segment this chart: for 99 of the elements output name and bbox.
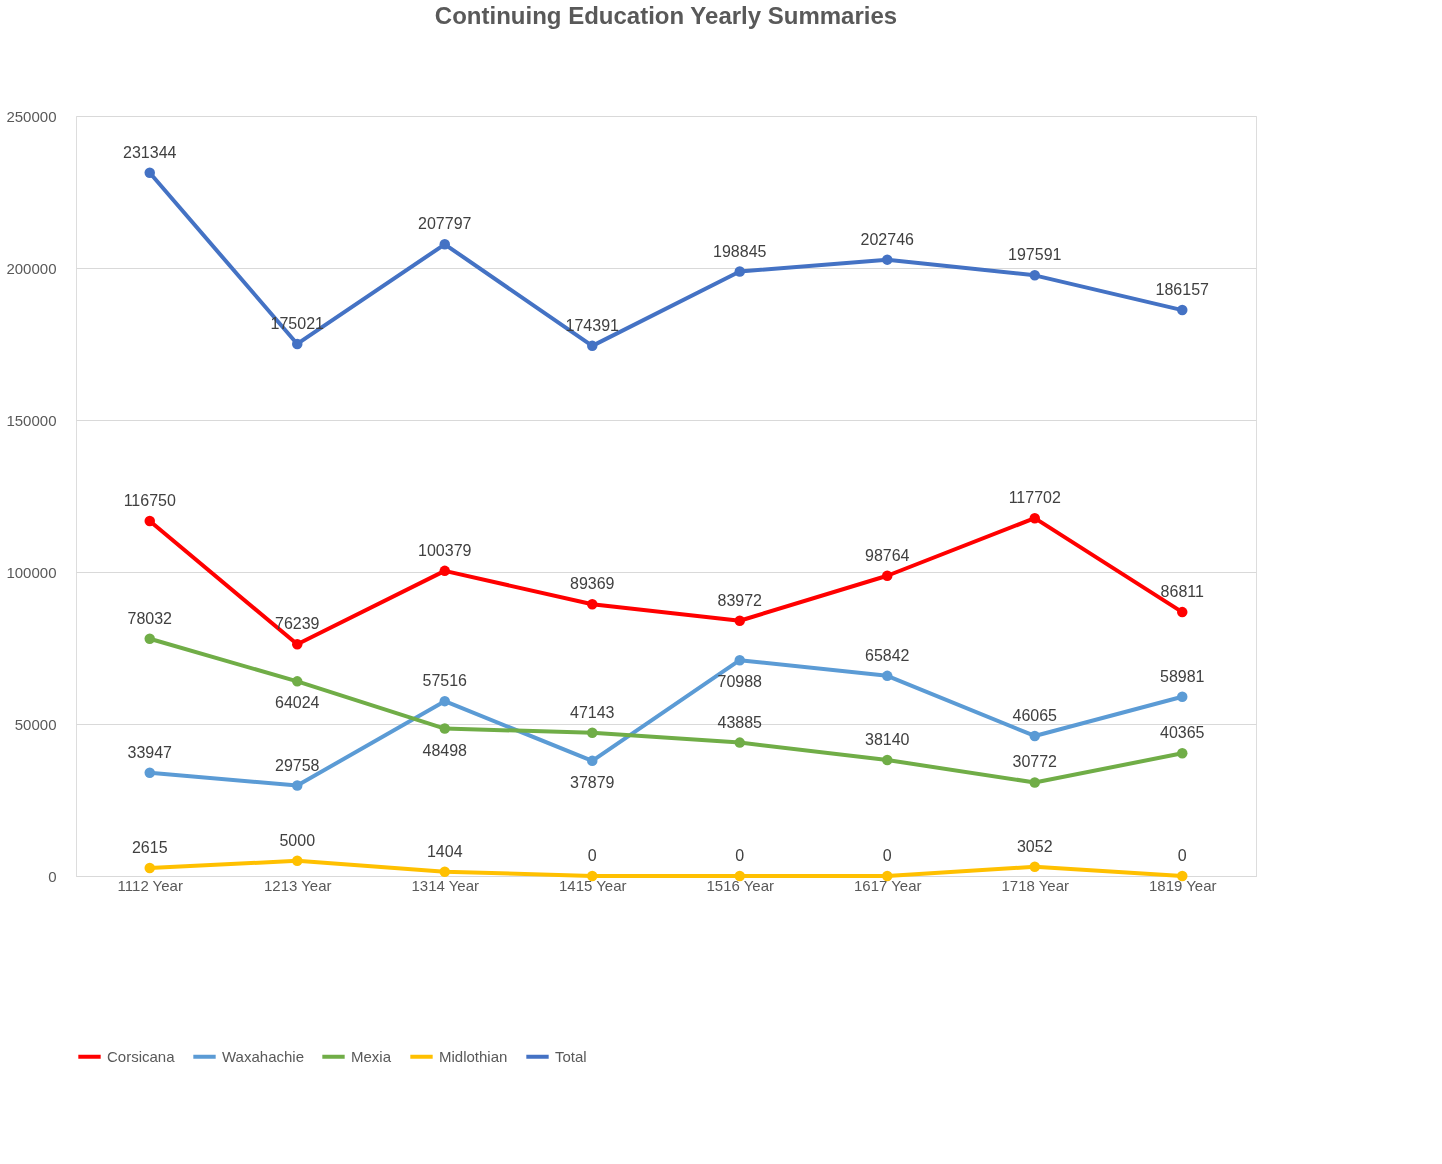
point	[144, 167, 155, 178]
data-label: 0	[882, 847, 892, 864]
point	[1177, 606, 1188, 618]
data-label: 0	[1177, 847, 1187, 864]
point	[439, 695, 450, 707]
point	[144, 515, 155, 527]
data-label: 202746	[860, 230, 915, 248]
x-tick-label: 1819 Year	[1148, 876, 1217, 894]
point	[882, 254, 893, 265]
data-label: 117702	[1008, 489, 1061, 507]
data-label: 0	[735, 847, 745, 864]
y-tick-label: 50000	[14, 715, 57, 733]
point	[1029, 512, 1040, 524]
data-label: 198845	[713, 242, 767, 260]
point	[144, 862, 155, 874]
data-label: 197591	[1008, 246, 1062, 264]
data-label: 5000	[279, 831, 316, 849]
legend-label: Total	[555, 1047, 587, 1065]
legend-label: Waxahachie	[222, 1047, 304, 1065]
point	[292, 676, 303, 687]
x-tick-label: 1516 Year	[706, 876, 775, 894]
y-tick-label: 250000	[6, 107, 57, 125]
point	[882, 670, 893, 682]
data-label: 38140	[865, 731, 910, 749]
point	[1029, 270, 1040, 281]
point	[1177, 748, 1188, 759]
x-tick-label: 1213 Year	[263, 876, 332, 894]
point	[587, 340, 598, 352]
point	[439, 866, 450, 877]
point	[587, 870, 598, 882]
point	[882, 570, 893, 581]
y-tick-label: 150000	[6, 411, 57, 429]
point	[439, 565, 450, 577]
point	[292, 780, 303, 791]
data-label: 2615	[131, 839, 168, 857]
data-label: 37879	[570, 773, 615, 791]
point	[882, 870, 893, 882]
data-label: 89369	[570, 575, 615, 593]
data-label: 186157	[1155, 281, 1210, 299]
data-label: 1404	[426, 842, 463, 860]
point	[1029, 730, 1040, 742]
data-label: 48498	[422, 741, 468, 759]
data-label: 33947	[127, 743, 173, 761]
point	[292, 855, 303, 867]
data-label: 47143	[570, 703, 615, 721]
legend-label: Corsicana	[107, 1047, 176, 1065]
point	[734, 870, 745, 882]
point	[144, 767, 155, 779]
data-label: 3052	[1016, 837, 1053, 855]
point	[734, 266, 745, 277]
data-label: 29758	[275, 756, 320, 774]
point	[734, 737, 745, 748]
data-label: 64024	[275, 694, 320, 712]
point	[439, 723, 450, 734]
chart-title: Continuing Education Yearly Summaries	[434, 2, 898, 29]
point	[144, 633, 155, 645]
x-tick-label: 1415 Year	[558, 876, 627, 894]
point	[1029, 777, 1040, 788]
data-label: 78032	[127, 609, 173, 627]
point	[1029, 861, 1040, 872]
point	[587, 727, 598, 738]
data-label: 100379	[418, 541, 472, 559]
data-label: 116750	[123, 492, 176, 510]
data-label: 65842	[865, 646, 910, 664]
point	[1177, 691, 1188, 702]
data-label: 0	[587, 847, 597, 864]
data-label: 43885	[717, 713, 763, 731]
data-label: 46065	[1012, 706, 1058, 724]
data-label: 30772	[1012, 753, 1058, 771]
data-label: 70988	[717, 673, 763, 691]
point	[882, 754, 893, 766]
data-label: 231344	[123, 143, 177, 161]
data-label: 57516	[422, 672, 468, 690]
point	[734, 615, 745, 626]
point	[587, 599, 598, 610]
data-label: 207797	[418, 215, 472, 233]
data-label: 58981	[1160, 667, 1205, 685]
point	[292, 338, 303, 350]
x-tick-label: 1314 Year	[411, 876, 480, 894]
data-label: 40365	[1160, 724, 1205, 742]
legend-label: Mexia	[351, 1047, 392, 1065]
y-tick-label: 0	[48, 867, 57, 885]
data-label: 174391	[565, 316, 620, 334]
x-tick-label: 1718 Year	[1001, 876, 1070, 894]
y-tick-label: 200000	[6, 259, 57, 277]
y-tick-label: 100000	[6, 563, 57, 581]
point	[292, 639, 303, 650]
x-tick-label: 1112 Year	[117, 876, 183, 894]
data-label: 76239	[275, 615, 320, 633]
point	[587, 755, 598, 767]
data-label: 86811	[1160, 583, 1204, 601]
x-tick-label: 1617 Year	[853, 876, 922, 894]
data-label: 83972	[717, 591, 763, 609]
legend-label: Midlothian	[439, 1047, 508, 1065]
point	[1177, 304, 1188, 316]
point	[439, 239, 450, 250]
point	[1177, 870, 1188, 882]
data-label: 98764	[865, 546, 910, 564]
point	[734, 654, 745, 666]
